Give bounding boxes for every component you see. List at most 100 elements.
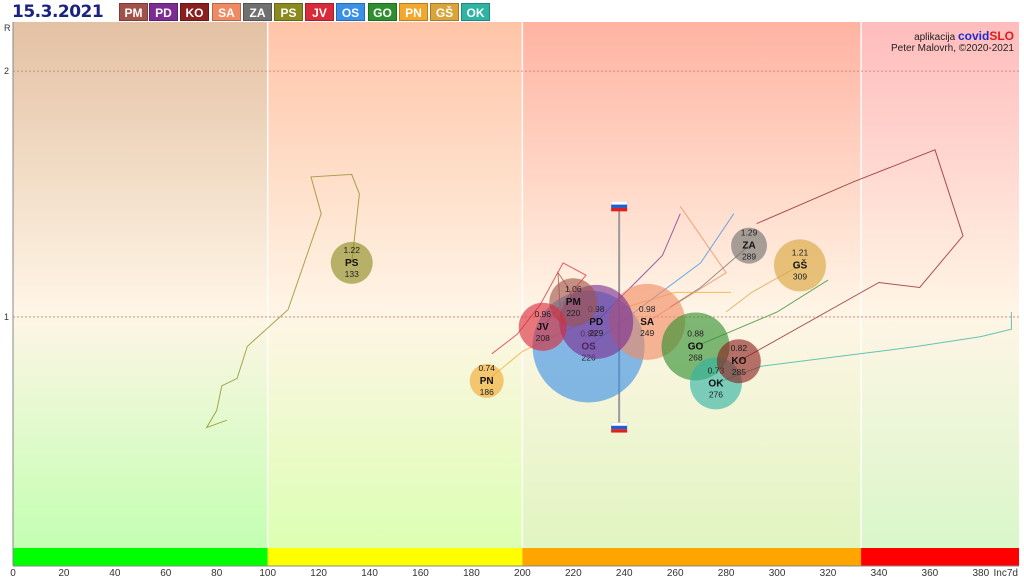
app-prefix: aplikacija	[914, 32, 956, 43]
x-tick-label: 80	[211, 568, 223, 579]
x-tick-label: 380	[972, 568, 989, 579]
slovenia-flag-icon	[610, 422, 628, 433]
bubble-code: PD	[589, 317, 603, 328]
x-tick-label: 160	[412, 568, 429, 579]
bubble-circle	[773, 239, 826, 292]
x-tick-label: 340	[871, 568, 888, 579]
bubble-code: ZA	[742, 241, 755, 252]
app-name-a: covid	[957, 29, 990, 43]
y-tick-label: 2	[4, 66, 9, 76]
region-button-os[interactable]: OS	[336, 3, 365, 21]
trail-ps	[205, 173, 360, 429]
bubble-inc-value: 220	[566, 308, 580, 318]
bubble-r-value: 1.06	[565, 284, 582, 294]
x-tick-label: 100	[259, 568, 276, 579]
bubble-code: SA	[640, 317, 654, 328]
y-axis-label: R	[4, 23, 11, 33]
x-tick-label: 180	[463, 568, 480, 579]
bubble-inc-value: 285	[732, 367, 746, 377]
region-button-jv[interactable]: JV	[305, 3, 334, 21]
bubble-code: GŠ	[793, 258, 808, 271]
region-button-ps[interactable]: PS	[274, 3, 303, 21]
x-tick-label: 140	[361, 568, 378, 579]
region-button-sa[interactable]: SA	[212, 3, 241, 21]
slovenia-flag-icon	[610, 201, 628, 212]
region-button-pn[interactable]: PN	[399, 3, 428, 21]
x-tick-label: 220	[565, 568, 582, 579]
author-credit: Peter Malovrh, ©2020-2021	[891, 43, 1014, 54]
region-button-pd[interactable]: PD	[149, 3, 178, 21]
x-tick-label: 60	[160, 568, 172, 579]
x-tick-label: 360	[922, 568, 939, 579]
bubble-circle	[716, 339, 761, 384]
bubble-r-value: 1.29	[741, 228, 758, 238]
app-credit: aplikacija covidSLO	[914, 29, 1014, 43]
date-label: 15.3.2021	[12, 2, 104, 22]
zone-bar	[13, 548, 268, 566]
bubble-inc-value: 249	[640, 328, 654, 338]
zone-bar	[861, 548, 1019, 566]
bubble-inc-value: 208	[536, 333, 550, 343]
x-tick-label: 0	[10, 568, 16, 579]
bubble-r-value: 0.96	[534, 309, 551, 319]
bubble-inc-value: 289	[742, 252, 756, 262]
bubble-inc-value: 276	[709, 389, 723, 399]
bubble-circle	[469, 363, 504, 398]
zone-bar	[522, 548, 862, 566]
bubble-r-value: 0.74	[478, 363, 495, 373]
zone-bar	[267, 548, 523, 566]
bubble-r-value: 1.22	[343, 245, 360, 255]
x-tick-label: 260	[667, 568, 684, 579]
trail-ko	[738, 149, 964, 362]
zone-background	[13, 22, 268, 548]
bubble-code: GO	[688, 341, 704, 352]
region-button-za[interactable]: ZA	[243, 3, 272, 21]
x-tick-label: 40	[109, 568, 121, 579]
app-name-b: SLO	[989, 29, 1014, 43]
bubble-inc-value: 133	[345, 269, 359, 279]
x-tick-label: 320	[820, 568, 837, 579]
bubble-inc-value: 309	[793, 271, 807, 281]
header-toolbar: 15.3.2021 PM PD KO SA ZA PS JV OS GO PN GŠ OK	[0, 0, 1024, 24]
bubble-r-value: 0.73	[708, 365, 725, 375]
trail-ok	[715, 312, 1012, 384]
x-tick-label: 120	[310, 568, 327, 579]
x-tick-label: 200	[514, 568, 531, 579]
bubble-inc-value: 268	[688, 352, 702, 362]
x-axis-label: Inc7d	[994, 568, 1018, 579]
zone-background	[861, 22, 1019, 548]
x-tick-label: 240	[616, 568, 633, 579]
zone-background	[267, 22, 523, 548]
bubble-circle	[731, 227, 768, 264]
region-button-ko[interactable]: KO	[180, 3, 209, 21]
bubble-code: KO	[731, 356, 746, 367]
region-button-gš[interactable]: GŠ	[430, 3, 459, 21]
bubble-code: PN	[480, 376, 494, 387]
y-tick-label: 1	[4, 312, 9, 322]
bubble-code: OK	[708, 378, 724, 389]
bubble-circle	[518, 302, 567, 351]
bubble-r-value: 0.88	[687, 328, 704, 338]
bubble-circle	[330, 241, 373, 284]
bubble-code: JV	[537, 322, 550, 333]
bubble-code: PS	[345, 258, 359, 269]
x-tick-label: 20	[58, 568, 70, 579]
bubble-r-value: 0.82	[731, 343, 748, 353]
region-button-pm[interactable]: PM	[119, 3, 148, 21]
x-tick-label: 280	[718, 568, 735, 579]
region-button-ok[interactable]: OK	[461, 3, 490, 21]
bubble-code: PM	[566, 297, 581, 308]
x-tick-label: 300	[769, 568, 786, 579]
bubble-inc-value: 186	[480, 387, 494, 397]
region-button-go[interactable]: GO	[368, 3, 397, 21]
bubble-inc-value: 229	[589, 328, 603, 338]
bubble-r-value: 1.21	[792, 247, 809, 257]
bubble-r-value: 0.98	[639, 304, 656, 314]
trail-za	[669, 245, 750, 308]
